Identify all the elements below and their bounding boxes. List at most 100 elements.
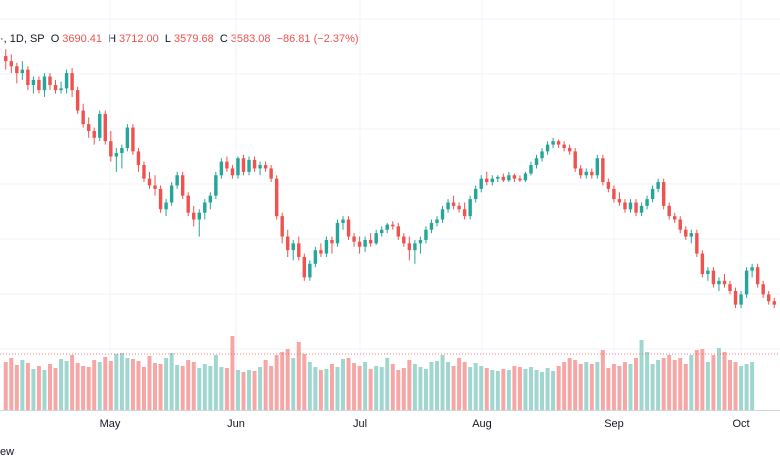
candle-body (236, 158, 240, 176)
candle-body (86, 124, 91, 131)
volume-bar (363, 362, 368, 410)
candle-body (673, 216, 677, 220)
candle-body (169, 185, 174, 203)
candle-body (584, 171, 588, 176)
candle-body (308, 263, 312, 278)
volume-bar (119, 353, 124, 410)
volume-bar (622, 362, 627, 410)
candle-body (136, 151, 141, 166)
candle-body (711, 270, 716, 285)
volume-bar (114, 354, 119, 410)
candle-body (81, 110, 85, 125)
candle-body (573, 151, 577, 169)
candle-body (9, 61, 14, 67)
volume-bar (296, 342, 301, 410)
volume-bar (241, 372, 246, 410)
volume-bar (285, 349, 290, 410)
volume-bar (3, 362, 8, 410)
volume-bar (573, 360, 578, 410)
volume-bar (224, 368, 229, 410)
volume-bar (440, 355, 445, 410)
volume-bar (750, 362, 755, 410)
volume-bar (341, 359, 345, 410)
candle-body (695, 233, 699, 254)
x-tick-label: Jun (227, 418, 245, 430)
candle-body (722, 280, 727, 285)
volume-bar (103, 357, 108, 410)
candle-body (473, 188, 478, 200)
candle-body (175, 175, 179, 186)
candle-body (258, 165, 262, 169)
volume-bar (31, 369, 36, 410)
candle-body (324, 239, 329, 254)
candle-body (313, 250, 318, 264)
candle-body (109, 141, 113, 157)
volume-bar (48, 364, 52, 410)
candle-body (628, 202, 633, 210)
candle-body (656, 182, 660, 189)
volume-bar (501, 369, 506, 410)
volume-bar (335, 367, 340, 410)
volume-bar (589, 364, 594, 410)
volume-bar (385, 358, 390, 410)
candle-body (457, 205, 461, 210)
volume-bar (208, 366, 213, 410)
open-value: 3690.41 (62, 33, 103, 45)
volume-bar (716, 348, 721, 410)
candle-body (490, 178, 494, 183)
candle-body (396, 226, 401, 237)
candle-body (446, 202, 450, 210)
volume-bar (705, 362, 710, 410)
candle-body (208, 195, 213, 203)
volume-bar (108, 361, 113, 410)
volume-bar (412, 364, 417, 410)
candle-body (512, 175, 517, 179)
volume-bar (307, 362, 312, 410)
volume-bar (672, 360, 677, 410)
volume-bar (479, 366, 484, 410)
volume-bar (75, 363, 80, 410)
volume-bar (523, 369, 528, 410)
volume-bar (667, 355, 672, 410)
candle-body (214, 175, 218, 196)
low-value: 3579.68 (173, 33, 214, 45)
volume-bar (595, 362, 600, 410)
volume-bar (169, 353, 174, 410)
volume-bar (25, 363, 30, 410)
volume-bar (53, 368, 58, 410)
candle-body (368, 239, 373, 244)
volume-bar (584, 362, 589, 410)
candle-body (363, 239, 367, 247)
volume-bar (390, 364, 395, 410)
candle-body (252, 159, 257, 169)
volume-bar (407, 360, 412, 410)
candle-body (192, 212, 196, 220)
candle-body (15, 66, 19, 74)
candle-body (114, 153, 119, 157)
candle-body (551, 141, 555, 145)
candle-body (623, 202, 627, 210)
candle-body (391, 224, 395, 227)
volume-bar (59, 359, 64, 410)
volume-bar (484, 368, 489, 410)
volume-bar (556, 366, 561, 410)
volume-bar (274, 355, 279, 410)
volume-bar (219, 367, 224, 410)
candle-body (479, 178, 483, 189)
candle-body (407, 243, 412, 251)
volume-bar (64, 361, 69, 410)
volume-bar (357, 366, 362, 410)
candle-body (286, 236, 290, 251)
volume-bar (446, 362, 451, 410)
volume-bar (374, 366, 379, 410)
candle-body (352, 236, 356, 242)
candle-body (225, 161, 229, 169)
volume-bar (457, 358, 462, 410)
volume-bar (97, 362, 102, 410)
candle-body (75, 90, 80, 111)
candle-body (197, 212, 201, 220)
candle-body (534, 158, 539, 166)
candlestick-series (4, 49, 776, 309)
candle-body (247, 159, 251, 172)
